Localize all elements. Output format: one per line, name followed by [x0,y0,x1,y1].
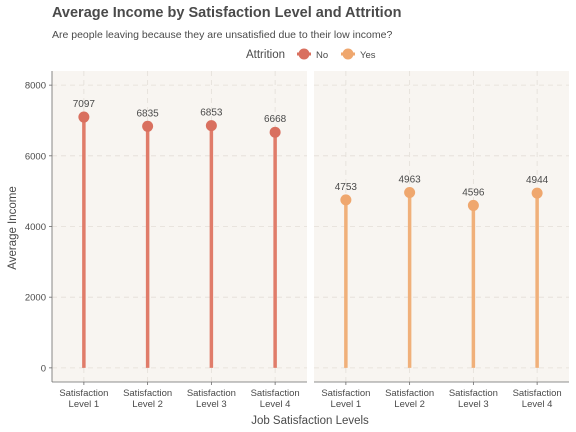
y-axis-title: Average Income [7,186,19,270]
x-tick-label: Level 2 [132,399,163,410]
value-label: 4753 [335,182,358,193]
x-tick-label: Satisfaction [321,388,370,399]
y-tick-label: 8000 [25,81,46,92]
x-tick-label: Level 2 [394,399,425,410]
legend-label-yes: Yes [360,50,376,61]
legend-title: Attrition [246,49,285,61]
x-tick-label: Satisfaction [187,388,236,399]
x-tick-label: Level 1 [331,399,362,410]
value-label: 4944 [526,175,549,186]
chart-title: Average Income by Satisfaction Level and… [52,5,401,21]
y-tick-label: 6000 [25,151,46,162]
panel-no: 7097 6835 6853 6668 [52,71,307,383]
legend-swatch-dot [342,48,354,60]
x-tick-label: Satisfaction [449,388,498,399]
value-label: 4596 [462,187,485,198]
lollipop-point [269,126,281,138]
y-tick-label: 2000 [25,293,46,304]
x-tick-label: Level 4 [260,399,291,410]
x-tick-label: Level 3 [196,399,227,410]
legend: Attrition No Yes [246,48,376,61]
x-tick-label: Satisfaction [251,388,300,399]
value-label: 6835 [137,108,160,119]
lollipop-point [340,194,352,206]
y-tick-label: 4000 [25,222,46,233]
x-tick-label: Satisfaction [385,388,434,399]
x-tick-label: Level 4 [522,399,553,410]
x-axis-title: Job Satisfaction Levels [251,415,369,427]
chart-subtitle: Are people leaving because they are unsa… [52,29,392,41]
value-label: 6853 [200,108,223,119]
x-tick-label: Satisfaction [59,388,108,399]
value-label: 7097 [73,99,96,110]
legend-label-no: No [316,50,328,61]
x-tick-label: Level 1 [69,399,100,410]
x-tick-label: Satisfaction [123,388,172,399]
legend-swatch-dot [298,48,310,60]
lollipop-point [142,120,154,132]
lollipop-point [531,187,543,199]
lollipop-point [78,111,90,123]
y-tick-label: 0 [41,363,46,374]
value-label: 6668 [264,114,287,125]
x-tick-label: Level 3 [458,399,489,410]
value-label: 4963 [399,174,422,185]
x-tick-label: Satisfaction [513,388,562,399]
lollipop-point [205,120,217,132]
panel-yes: 4753 4963 4596 4944 [314,71,569,383]
lollipop-point [467,199,479,211]
lollipop-point [404,186,416,198]
